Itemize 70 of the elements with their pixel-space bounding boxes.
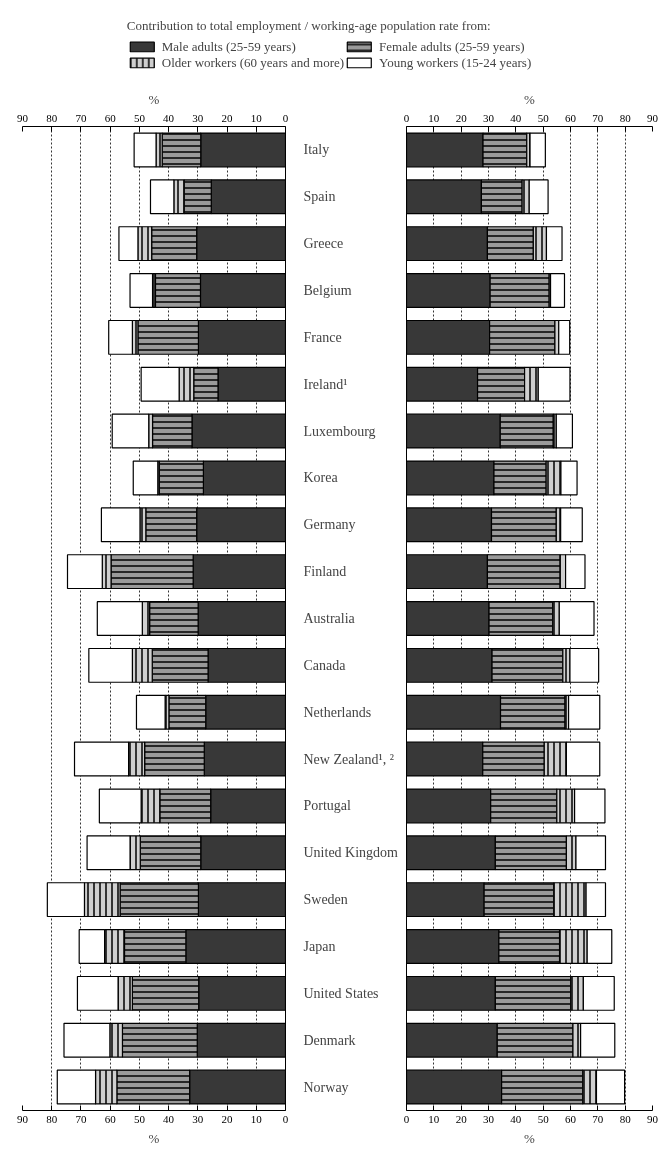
y-tick-label: Canada bbox=[303, 657, 347, 673]
x-tick-label: 80 bbox=[619, 1112, 632, 1125]
x-tick-label: 40 bbox=[163, 1112, 175, 1125]
x-tick-label: 90 bbox=[17, 1112, 29, 1125]
x-tick-label: 40 bbox=[510, 1112, 522, 1125]
x2-tick-label: 30 bbox=[192, 111, 204, 124]
y-tick-label: United Kingdom bbox=[303, 845, 399, 861]
y-tick-label: Netherlands bbox=[303, 704, 372, 720]
y-tick-label: Norway bbox=[303, 1079, 349, 1095]
y-tick-label: Germany bbox=[303, 517, 356, 533]
y-tick-label: Portugal bbox=[303, 798, 352, 814]
y-tick-label: Belgium bbox=[303, 283, 352, 298]
x2-tick-label: 20 bbox=[455, 111, 468, 124]
y-tick-label: Japan bbox=[303, 939, 336, 954]
y-tick-label: Sweden bbox=[303, 892, 348, 908]
x-tick-label: 20 bbox=[221, 1112, 234, 1125]
legend-title: Contribution to total employment / working-age population rate from: bbox=[126, 17, 492, 34]
x-tick-label: 50 bbox=[537, 1112, 550, 1125]
x2-tick-label: 50 bbox=[133, 111, 146, 124]
x2-tick-label: 60 bbox=[565, 111, 577, 124]
y-tick-label: Ireland¹ bbox=[303, 376, 348, 392]
x2-tick-label: 0 bbox=[282, 111, 289, 124]
y-tick-label: Italy bbox=[303, 142, 330, 158]
x-tick-label: 20 bbox=[455, 1112, 468, 1125]
x2-tick-label: 30 bbox=[483, 111, 495, 124]
x-tick-label: 10 bbox=[250, 1112, 263, 1125]
x2-tick-label: 70 bbox=[75, 111, 87, 124]
x2-tick-label: 40 bbox=[163, 111, 175, 124]
legend-label: Older workers (60 years and more) bbox=[161, 54, 345, 71]
x-axis-title: % bbox=[148, 1130, 160, 1146]
y-tick-label: Greece bbox=[303, 236, 344, 252]
y-tick-label: Luxembourg bbox=[303, 423, 376, 439]
x-axis-title: % bbox=[524, 1130, 536, 1146]
y-tick-label: Spain bbox=[303, 189, 336, 205]
x-tick-label: 80 bbox=[46, 1112, 58, 1125]
legend-label: Female adults (25-59 years) bbox=[379, 38, 525, 55]
y-tick-label: Korea bbox=[303, 470, 339, 486]
x-tick-label: 30 bbox=[192, 1112, 204, 1125]
x-tick-label: 50 bbox=[133, 1112, 146, 1125]
x-tick-label: 0 bbox=[282, 1112, 289, 1125]
x-tick-label: 70 bbox=[75, 1112, 87, 1125]
x2-tick-label: 80 bbox=[619, 111, 632, 124]
x2-tick-label: 90 bbox=[647, 111, 659, 124]
x-tick-label: 10 bbox=[428, 1112, 440, 1125]
x-tick-label: 60 bbox=[565, 1112, 577, 1125]
y-tick-label: Denmark bbox=[303, 1032, 356, 1048]
y-tick-label: France bbox=[303, 329, 342, 345]
x2-tick-label: 80 bbox=[46, 111, 58, 124]
x-tick-label: 30 bbox=[483, 1112, 495, 1125]
x2-tick-label: 60 bbox=[104, 111, 117, 124]
x2-axis-title: % bbox=[148, 91, 160, 107]
x2-tick-label: 10 bbox=[250, 111, 263, 124]
x2-tick-label: 90 bbox=[17, 111, 29, 124]
y-tick-label: Australia bbox=[303, 611, 356, 626]
x2-tick-label: 10 bbox=[428, 111, 440, 124]
x2-tick-label: 70 bbox=[592, 111, 604, 124]
x-tick-label: 60 bbox=[104, 1112, 117, 1125]
x-tick-label: 0 bbox=[403, 1112, 410, 1125]
x2-axis-title: % bbox=[524, 91, 536, 107]
y-tick-label: New Zealand¹, ² bbox=[303, 751, 394, 767]
legend-label: Young workers (15-24 years) bbox=[379, 54, 532, 71]
x2-tick-label: 20 bbox=[221, 111, 234, 124]
x2-tick-label: 40 bbox=[510, 111, 522, 124]
legend-label: Male adults (25-59 years) bbox=[161, 38, 296, 55]
y-tick-label: Finland bbox=[303, 564, 347, 580]
x2-tick-label: 50 bbox=[537, 111, 550, 124]
y-tick-label: United States bbox=[303, 985, 379, 1001]
x2-tick-label: 0 bbox=[403, 111, 410, 124]
x-tick-label: 70 bbox=[592, 1112, 604, 1125]
x-tick-label: 90 bbox=[647, 1112, 659, 1125]
